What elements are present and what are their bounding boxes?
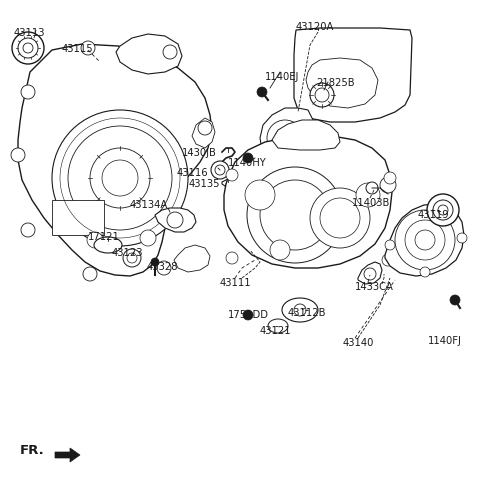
Circle shape	[247, 167, 343, 263]
Circle shape	[385, 240, 395, 250]
Circle shape	[90, 148, 150, 208]
Circle shape	[21, 223, 35, 237]
Polygon shape	[385, 204, 464, 276]
Polygon shape	[260, 108, 320, 168]
Circle shape	[81, 41, 95, 55]
Polygon shape	[358, 262, 382, 284]
Circle shape	[257, 87, 267, 97]
Polygon shape	[174, 245, 210, 272]
Circle shape	[427, 194, 459, 226]
Circle shape	[198, 121, 212, 135]
Circle shape	[11, 148, 25, 162]
Text: 43119: 43119	[418, 210, 450, 220]
Polygon shape	[306, 58, 378, 108]
Ellipse shape	[94, 237, 122, 253]
Circle shape	[260, 180, 330, 250]
Circle shape	[438, 205, 448, 215]
Text: 43120A: 43120A	[296, 22, 335, 32]
Circle shape	[215, 165, 225, 175]
Text: 11403B: 11403B	[352, 198, 390, 208]
Circle shape	[384, 172, 396, 184]
Circle shape	[315, 88, 329, 102]
Polygon shape	[272, 120, 340, 150]
Text: 45328: 45328	[147, 262, 179, 272]
Text: 1140HY: 1140HY	[228, 158, 267, 168]
Circle shape	[420, 267, 430, 277]
Circle shape	[167, 212, 183, 228]
Circle shape	[127, 253, 137, 263]
Circle shape	[245, 180, 275, 210]
Text: 43121: 43121	[260, 326, 292, 336]
Text: 17121: 17121	[88, 232, 120, 242]
Circle shape	[267, 120, 303, 156]
Circle shape	[275, 128, 295, 148]
Circle shape	[163, 45, 177, 59]
Circle shape	[52, 110, 188, 246]
Circle shape	[310, 83, 334, 107]
Circle shape	[140, 230, 156, 246]
Circle shape	[320, 198, 360, 238]
Circle shape	[395, 210, 455, 270]
Circle shape	[68, 126, 172, 230]
Circle shape	[157, 261, 171, 275]
Circle shape	[294, 304, 306, 316]
Circle shape	[405, 220, 445, 260]
Circle shape	[211, 161, 229, 179]
Circle shape	[364, 268, 376, 280]
Text: 1751DD: 1751DD	[228, 310, 269, 320]
Circle shape	[23, 43, 33, 53]
Polygon shape	[294, 28, 412, 122]
Circle shape	[450, 295, 460, 305]
Circle shape	[415, 230, 435, 250]
Circle shape	[270, 240, 290, 260]
Text: 43115: 43115	[62, 44, 94, 54]
Text: 43111: 43111	[220, 278, 252, 288]
Text: 1140FJ: 1140FJ	[428, 336, 462, 346]
Text: 1430JB: 1430JB	[182, 148, 217, 158]
Circle shape	[226, 252, 238, 264]
Circle shape	[243, 153, 253, 163]
Text: 1140EJ: 1140EJ	[265, 72, 300, 82]
Circle shape	[102, 160, 138, 196]
Text: 43112B: 43112B	[288, 308, 326, 318]
Circle shape	[380, 177, 396, 193]
Text: 43140: 43140	[343, 338, 374, 348]
Ellipse shape	[268, 319, 288, 333]
Text: 43113: 43113	[14, 28, 46, 38]
Circle shape	[226, 169, 238, 181]
Text: 43135: 43135	[189, 179, 220, 189]
Circle shape	[382, 254, 394, 266]
Polygon shape	[116, 34, 182, 74]
Circle shape	[433, 200, 453, 220]
Polygon shape	[55, 448, 80, 462]
Text: 43134A: 43134A	[130, 200, 168, 210]
Text: 21825B: 21825B	[316, 78, 355, 88]
Circle shape	[87, 232, 103, 248]
Polygon shape	[155, 208, 196, 232]
Circle shape	[12, 32, 44, 64]
Circle shape	[243, 310, 253, 320]
Polygon shape	[222, 178, 246, 190]
Circle shape	[457, 233, 467, 243]
Text: 43123: 43123	[112, 248, 144, 258]
Circle shape	[356, 183, 380, 207]
Circle shape	[18, 38, 38, 58]
Text: 1433CA: 1433CA	[355, 282, 394, 292]
Circle shape	[151, 258, 159, 266]
Polygon shape	[224, 136, 392, 268]
Text: 43116: 43116	[177, 168, 209, 178]
Circle shape	[83, 267, 97, 281]
Circle shape	[310, 188, 370, 248]
Circle shape	[366, 182, 378, 194]
Ellipse shape	[282, 298, 318, 322]
Circle shape	[21, 85, 35, 99]
Bar	[52, 200, 104, 235]
Text: FR.: FR.	[20, 444, 45, 457]
Polygon shape	[192, 118, 215, 148]
Polygon shape	[18, 44, 212, 276]
Circle shape	[123, 249, 141, 267]
